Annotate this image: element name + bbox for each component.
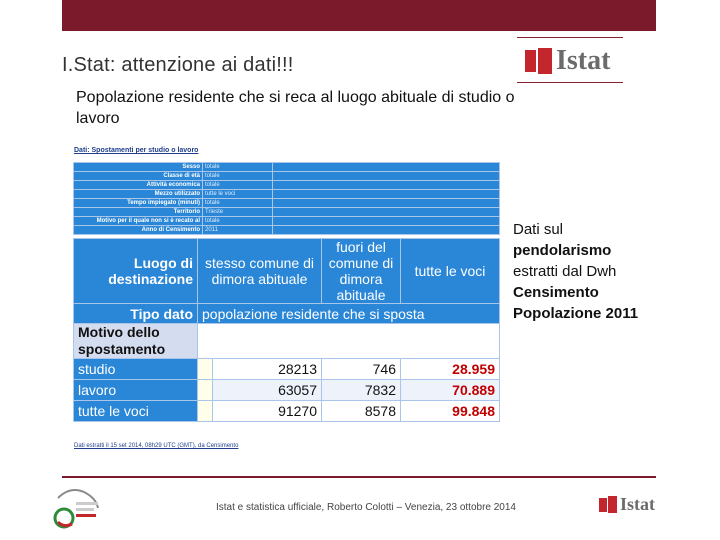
column-header[interactable]: stesso comune di dimora abituale <box>197 238 322 304</box>
filter-value[interactable]: totale <box>202 198 273 208</box>
motivo-blank <box>197 323 500 359</box>
table-cell: 91270 <box>212 400 322 422</box>
column-header-row: Luogo di destinazione stesso comune di d… <box>73 238 500 304</box>
filter-row: Territorio Trieste <box>73 207 500 217</box>
logo-square-icon <box>525 50 536 72</box>
filter-label: Anno di Censimento <box>73 225 203 235</box>
filter-value[interactable]: totale <box>202 216 273 226</box>
filter-table: Sesso totale Classe di età totale Attività… <box>73 162 500 235</box>
motivo-label: Motivo dello spostamento <box>73 323 198 359</box>
filter-label: Sesso <box>73 162 203 172</box>
top-banner <box>62 0 656 31</box>
tipo-dato-label: Tipo dato <box>73 303 198 324</box>
filter-spacer <box>272 198 500 208</box>
table-cell: 28213 <box>212 358 322 380</box>
filter-spacer <box>272 162 500 172</box>
destination-label: Luogo di destinazione <box>73 238 198 304</box>
table-footnote-link[interactable]: Dati estratti il 15 set 2014, 08h29 UTC … <box>74 443 239 449</box>
tipo-dato-row: Tipo dato popolazione residente che si s… <box>73 303 500 324</box>
motivo-row: Motivo dello spostamento <box>73 323 500 359</box>
column-header[interactable]: tutte le voci <box>400 238 500 304</box>
filter-spacer <box>272 225 500 235</box>
column-header[interactable]: fuori del comune di dimora abituale <box>321 238 401 304</box>
filter-value[interactable]: Trieste <box>202 207 273 217</box>
filter-row: Classe di età totale <box>73 171 500 181</box>
footer-text: Istat e statistica ufficiale, Roberto Co… <box>216 502 516 513</box>
table-cell-total: 28.959 <box>400 358 500 380</box>
table-cell-total: 99.848 <box>400 400 500 422</box>
logo-square-icon <box>608 496 617 513</box>
statistics-day-logo-graphic <box>53 489 99 529</box>
row-spacer <box>197 358 213 380</box>
table-cell: 746 <box>321 358 401 380</box>
filter-row: Tempo impiegato (minuti) totale <box>73 198 500 208</box>
side-note-line: Dati sul <box>513 221 564 238</box>
logo-square-icon <box>538 48 552 74</box>
table-row: tutte le voci 91270 8578 99.848 <box>73 400 500 422</box>
istat-logo: Istat <box>517 37 623 83</box>
istat-footer-logo: Istat <box>599 494 655 515</box>
filter-label: Attività economica <box>73 180 203 190</box>
filter-value[interactable]: totale <box>202 171 273 181</box>
filter-spacer <box>272 171 500 181</box>
slide-subtitle: Popolazione residente che si reca al luo… <box>76 89 515 127</box>
filter-label: Motivo per il quale non si è recato al <box>73 216 203 226</box>
table-cell: 7832 <box>321 379 401 401</box>
row-label[interactable]: studio <box>73 358 198 380</box>
table-panel-title: Dati: Spostamenti per studio o lavoro <box>74 147 199 154</box>
filter-label: Territorio <box>73 207 203 217</box>
logo-bottom-rule <box>517 82 623 83</box>
logo-wordmark: Istat <box>620 494 655 514</box>
row-spacer <box>197 379 213 401</box>
filter-label: Mezzo utilizzato <box>73 189 203 199</box>
filter-spacer <box>272 189 500 199</box>
filter-value[interactable]: tutte le voci <box>202 189 273 199</box>
istat-logo-mark: Istat <box>525 45 610 77</box>
filter-row: Attività economica totale <box>73 180 500 190</box>
statistics-day-logo <box>50 484 108 532</box>
tipo-dato-value: popolazione residente che si sposta <box>197 303 500 324</box>
filter-value[interactable]: 2011 <box>202 225 273 235</box>
filter-value[interactable]: totale <box>202 180 273 190</box>
side-note-line: estratti dal Dwh <box>513 263 617 280</box>
filter-row: Motivo per il quale non si è recato al to… <box>73 216 500 226</box>
table-cell: 8578 <box>321 400 401 422</box>
table-row: lavoro 63057 7832 70.889 <box>73 379 500 401</box>
side-note-line: Censimento <box>513 284 599 301</box>
side-note-line: pendolarismo <box>513 242 612 259</box>
row-label[interactable]: lavoro <box>73 379 198 401</box>
side-note: Dati sul pendolarismo estratti dal Dwh C… <box>513 219 683 324</box>
table-cell-total: 70.889 <box>400 379 500 401</box>
logo-square-icon <box>599 497 607 512</box>
row-label[interactable]: tutte le voci <box>73 400 198 422</box>
data-table-screenshot: Dati: Spostamenti per studio o lavoro Se… <box>71 145 501 452</box>
filter-spacer <box>272 180 500 190</box>
table-row: studio 28213 746 28.959 <box>73 358 500 380</box>
filter-value[interactable]: totale <box>202 162 273 172</box>
filter-spacer <box>272 207 500 217</box>
logo-top-rule <box>517 37 623 38</box>
pivot-table: Luogo di destinazione stesso comune di d… <box>73 238 500 422</box>
logo-wordmark: Istat <box>556 45 611 76</box>
filter-row: Anno di Censimento 2011 <box>73 225 500 235</box>
side-note-line: Popolazione 2011 <box>513 305 639 322</box>
filter-row: Sesso totale <box>73 162 500 172</box>
row-spacer <box>197 400 213 422</box>
footer-rule <box>62 476 656 478</box>
filter-label: Tempo impiegato (minuti) <box>73 198 203 208</box>
filter-row: Mezzo utilizzato tutte le voci <box>73 189 500 199</box>
table-cell: 63057 <box>212 379 322 401</box>
slide-title: I.Stat: attenzione ai dati!!! <box>62 54 294 76</box>
filter-spacer <box>272 216 500 226</box>
filter-label: Classe di età <box>73 171 203 181</box>
